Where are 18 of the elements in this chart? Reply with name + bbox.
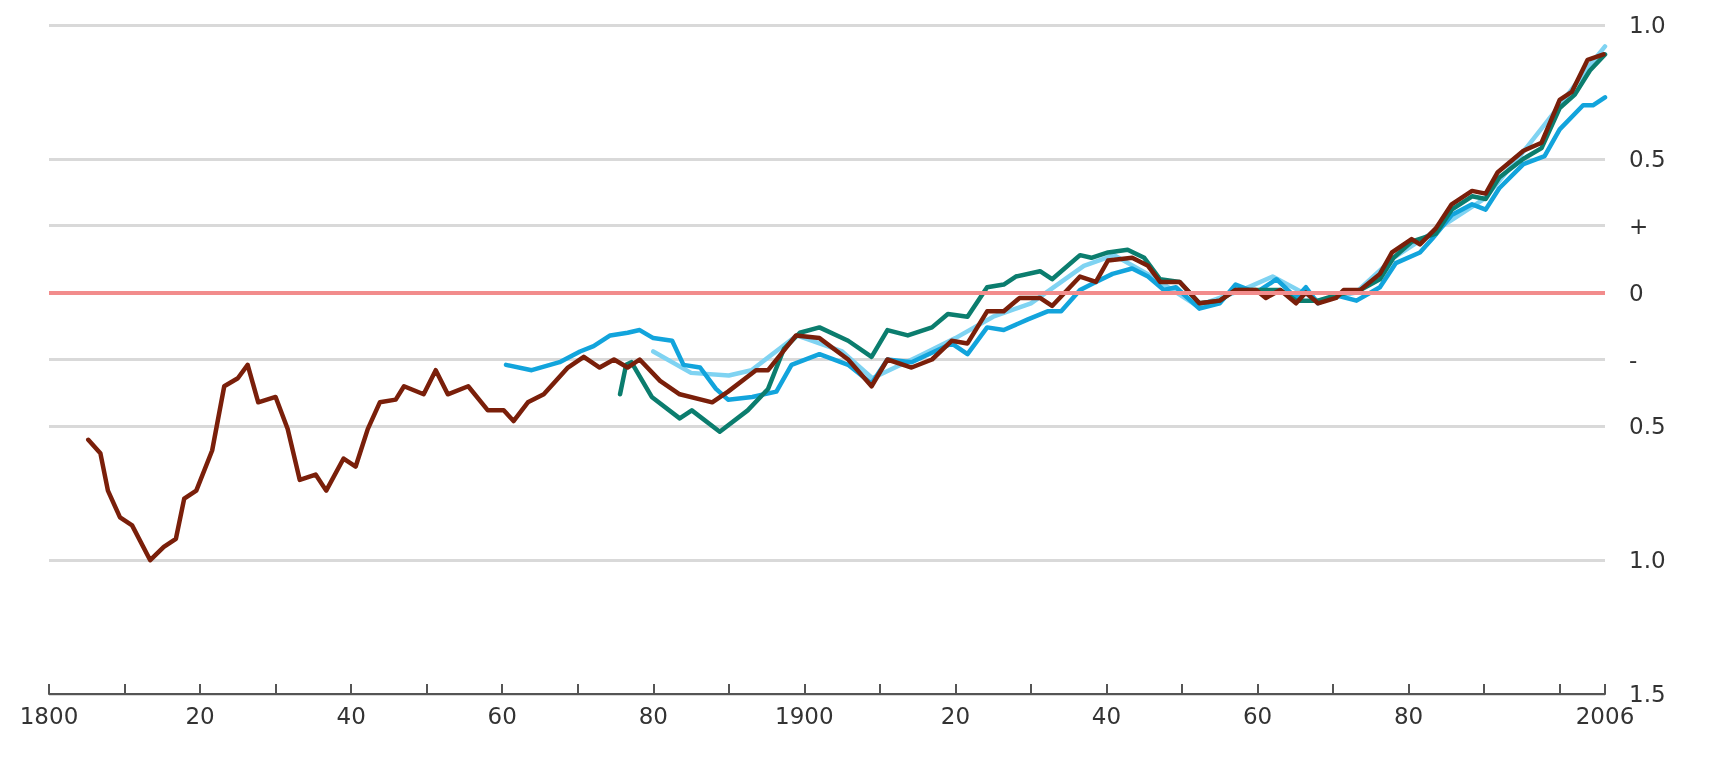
y-tick-label: 1.0 [1629,12,1666,38]
y-tick-label: - [1629,346,1638,373]
x-tick-label: 20 [185,702,215,729]
x-tick-label: 1900 [775,702,834,729]
line-series [86,52,1606,563]
x-tick-label: 40 [336,702,366,729]
y-tick-label: + [1629,212,1649,239]
x-tick-label: 60 [1242,702,1273,729]
x-tick-label: 40 [1091,702,1122,729]
y-tick-label: 0 [1629,279,1644,306]
x-tick-label: 60 [487,702,517,729]
x-tick-label: 1800 [19,702,79,729]
y-tick-label: 1.0 [1629,547,1666,574]
x-tick-label: 20 [940,702,971,729]
y-tick-label: 0.5 [1629,413,1666,440]
x-tick-label: 80 [638,702,668,729]
x-tick-label: 80 [1393,702,1424,729]
y-tick-label: 0.5 [1629,145,1666,172]
